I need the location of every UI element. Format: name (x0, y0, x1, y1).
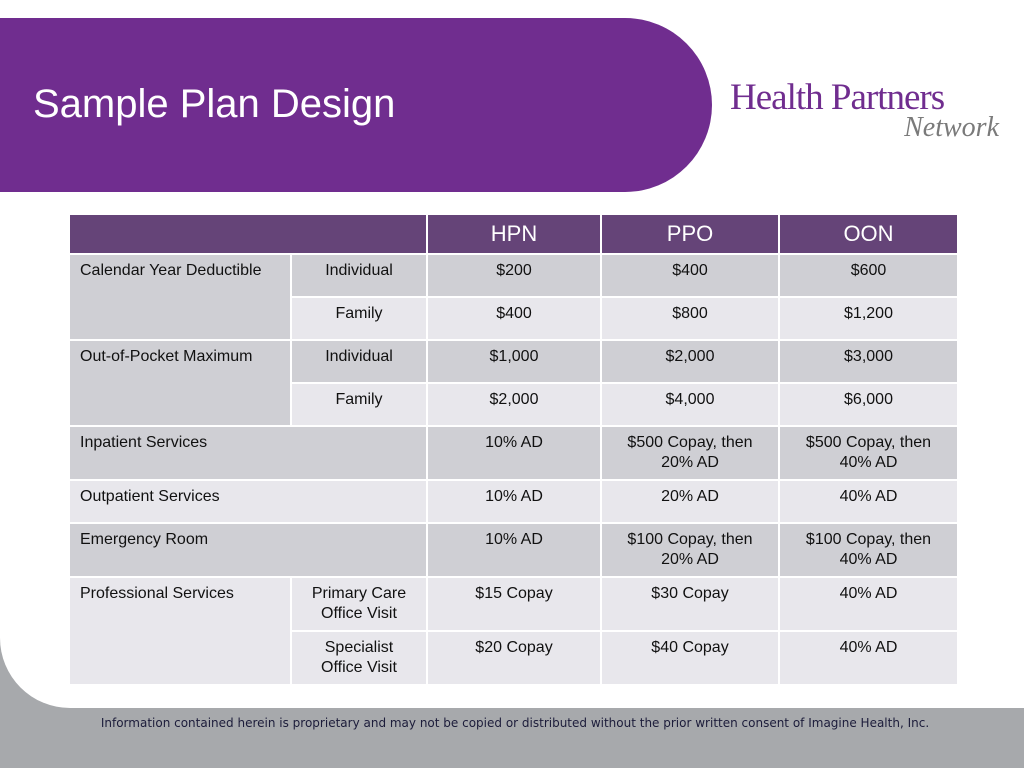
cell-oon: $3,000 (778, 339, 959, 384)
table-header-row: HPN PPO OON (68, 213, 959, 255)
sub-label: Family (290, 382, 428, 427)
header-ppo: PPO (600, 213, 780, 255)
row-label-oop-max: Out-of-Pocket Maximum (68, 339, 292, 427)
table-row: Emergency Room 10% AD $100 Copay, then 2… (68, 522, 959, 578)
cell-hpn: $400 (426, 296, 602, 341)
cell-hpn: $2,000 (426, 382, 602, 427)
cell-ppo: 20% AD (600, 479, 780, 524)
cell-oon: 40% AD (778, 576, 959, 632)
header-hpn: HPN (426, 213, 602, 255)
row-label-inpatient: Inpatient Services (68, 425, 428, 481)
cell-ppo: $4,000 (600, 382, 780, 427)
row-label-deductible: Calendar Year Deductible (68, 253, 292, 341)
cell-hpn: $200 (426, 253, 602, 298)
row-label-outpatient: Outpatient Services (68, 479, 428, 524)
cell-ppo: $100 Copay, then 20% AD (600, 522, 780, 578)
cell-oon: $100 Copay, then 40% AD (778, 522, 959, 578)
cell-ppo: $500 Copay, then 20% AD (600, 425, 780, 481)
cell-ppo: $40 Copay (600, 630, 780, 686)
footer-disclaimer: Information contained herein is propriet… (100, 716, 930, 730)
table-row: Family $2,000 $4,000 $6,000 (69, 382, 959, 427)
table-row: Inpatient Services 10% AD $500 Copay, th… (68, 425, 959, 481)
title-banner (0, 18, 712, 192)
cell-hpn: 10% AD (426, 522, 602, 578)
cell-oon: 40% AD (778, 479, 959, 524)
cell-oon: 40% AD (778, 630, 959, 686)
cell-hpn: $15 Copay (426, 576, 602, 632)
cell-oon: $500 Copay, then 40% AD (778, 425, 959, 481)
plan-design-table: HPN PPO OON Calendar Year Deductible Ind… (68, 213, 959, 686)
health-partners-logo: Health Partners Network (730, 76, 1005, 146)
table-row: Out-of-Pocket Maximum Individual $1,000 … (68, 339, 959, 427)
table-row: Professional Services Primary Care Offic… (68, 576, 959, 686)
table-row: Calendar Year Deductible Individual $200… (68, 253, 959, 341)
cell-oon: $6,000 (778, 382, 959, 427)
row-label-emergency: Emergency Room (68, 522, 428, 578)
table-row: Outpatient Services 10% AD 20% AD 40% AD (68, 479, 959, 524)
cell-ppo: $400 (600, 253, 780, 298)
table-row: Family $400 $800 $1,200 (69, 296, 959, 341)
table-row: Specialist Office Visit $20 Copay $40 Co… (69, 630, 959, 686)
header-oon: OON (778, 213, 959, 255)
sub-label: Primary Care Office Visit (290, 576, 428, 632)
row-label-professional: Professional Services (68, 576, 292, 686)
cell-ppo: $800 (600, 296, 780, 341)
logo-main-text: Health Partners (730, 77, 945, 118)
cell-ppo: $2,000 (600, 339, 780, 384)
header-blank (68, 213, 428, 255)
cell-hpn: 10% AD (426, 479, 602, 524)
slide-title: Sample Plan Design (33, 82, 396, 126)
logo-sub-text: Network (904, 112, 999, 143)
cell-hpn: $20 Copay (426, 630, 602, 686)
sub-label: Specialist Office Visit (290, 630, 428, 686)
cell-oon: $1,200 (778, 296, 959, 341)
cell-ppo: $30 Copay (600, 576, 780, 632)
sub-label: Family (290, 296, 428, 341)
cell-hpn: 10% AD (426, 425, 602, 481)
cell-hpn: $1,000 (426, 339, 602, 384)
sub-label: Individual (290, 339, 428, 384)
cell-oon: $600 (778, 253, 959, 298)
sub-label: Individual (290, 253, 428, 298)
